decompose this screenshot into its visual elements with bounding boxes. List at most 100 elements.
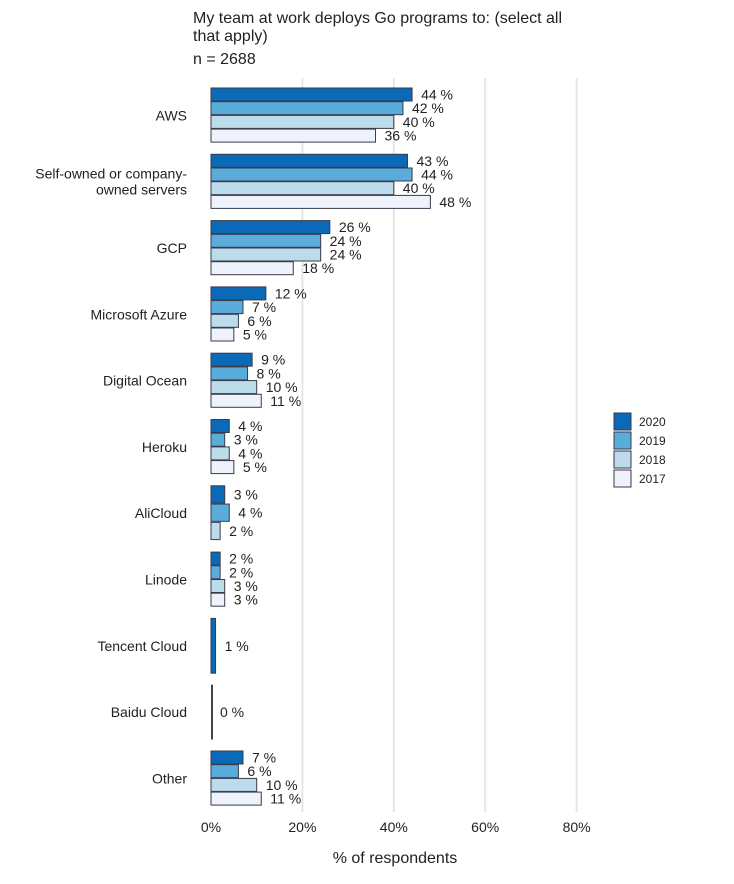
bar [210,460,235,475]
data-label: 44 % [421,87,453,103]
bar [210,565,221,580]
data-label: 24 % [330,247,362,263]
bar [210,750,244,765]
bar [210,313,239,328]
chart-subtitle: n = 2688 [193,51,256,68]
data-label: 40 % [403,114,435,130]
bar [210,352,253,367]
data-label: 3 % [234,592,258,608]
bar [210,791,262,806]
bar [210,551,221,566]
data-label: 3 % [234,578,258,594]
data-label: 44 % [421,167,453,183]
bar [210,764,239,779]
bar [210,233,322,248]
bar [210,366,249,381]
data-label: 5 % [243,327,267,343]
bar [210,485,226,504]
bar [210,247,322,262]
data-label: 2 % [229,523,253,539]
legend-label: 2018 [639,453,666,467]
bar [210,220,331,235]
category-label: Baidu Cloud [111,704,187,720]
bar [210,87,413,102]
data-label: 11 % [270,791,301,807]
data-label: 10 % [266,777,298,793]
bar [210,432,226,447]
chart-title: My team at work deploys Go programs to: … [193,10,563,45]
data-label: 8 % [257,365,281,381]
data-label: 1 % [225,638,249,654]
data-label: 2 % [229,564,253,580]
bar [210,592,226,607]
category-label: GCP [157,240,187,256]
data-label: 4 % [238,445,262,461]
category-label: Other [152,770,187,786]
data-label: 24 % [330,233,362,249]
bar [210,153,409,168]
category-label: AliCloud [135,505,187,521]
bar [210,194,431,209]
legend-label: 2020 [639,415,666,429]
data-label: 48 % [439,194,471,210]
data-label: 36 % [385,128,417,144]
data-label: 6 % [247,763,271,779]
data-label: 18 % [302,260,334,276]
data-label: 3 % [234,432,258,448]
bar [210,167,413,182]
data-label: 42 % [412,100,444,116]
data-label: 10 % [266,379,298,395]
x-tick-label: 40% [380,819,408,835]
bar [210,327,235,342]
bar [210,446,230,461]
category-label: Heroku [142,439,187,455]
bar [210,521,221,541]
category-label: Digital Ocean [103,373,187,389]
bar [210,181,395,196]
data-label: 11 % [270,393,301,409]
data-label: 6 % [247,313,271,329]
bar [210,114,395,129]
data-label: 7 % [252,299,276,315]
category-label: Linode [145,572,187,588]
x-tick-label: 0% [201,819,221,835]
bar [210,419,230,433]
bar [210,286,267,301]
bar [210,380,258,395]
bar [210,393,262,408]
data-label: 4 % [238,418,262,434]
data-label: 7 % [252,750,276,766]
legend-swatch [613,431,632,450]
data-label: 26 % [339,219,371,235]
bar [210,300,244,315]
x-tick-label: 20% [288,819,316,835]
bar [210,101,404,116]
category-label: Microsoft Azure [91,306,188,322]
data-label: 43 % [417,153,449,169]
x-axis-title: % of respondents [333,850,458,867]
data-label: 4 % [238,505,262,521]
bar [210,777,258,792]
bar [210,503,230,522]
category-label: owned servers [96,182,187,198]
legend-swatch [613,469,632,488]
data-label: 0 % [220,704,244,720]
bar [210,261,294,276]
data-label: 3 % [234,486,258,502]
bar [210,128,377,143]
data-label: 12 % [275,285,307,301]
legend-swatch [613,450,632,469]
category-label: AWS [156,107,187,123]
x-tick-label: 80% [563,819,591,835]
data-label: 2 % [229,551,253,567]
legend-label: 2017 [639,472,666,486]
category-label: Self-owned or company- [35,166,187,182]
category-label: Tencent Cloud [97,638,187,654]
bar [210,617,217,674]
data-label: 9 % [261,352,285,368]
bar [210,579,226,593]
legend-label: 2019 [639,434,666,448]
legend-swatch [613,412,632,431]
data-label: 40 % [403,180,435,196]
